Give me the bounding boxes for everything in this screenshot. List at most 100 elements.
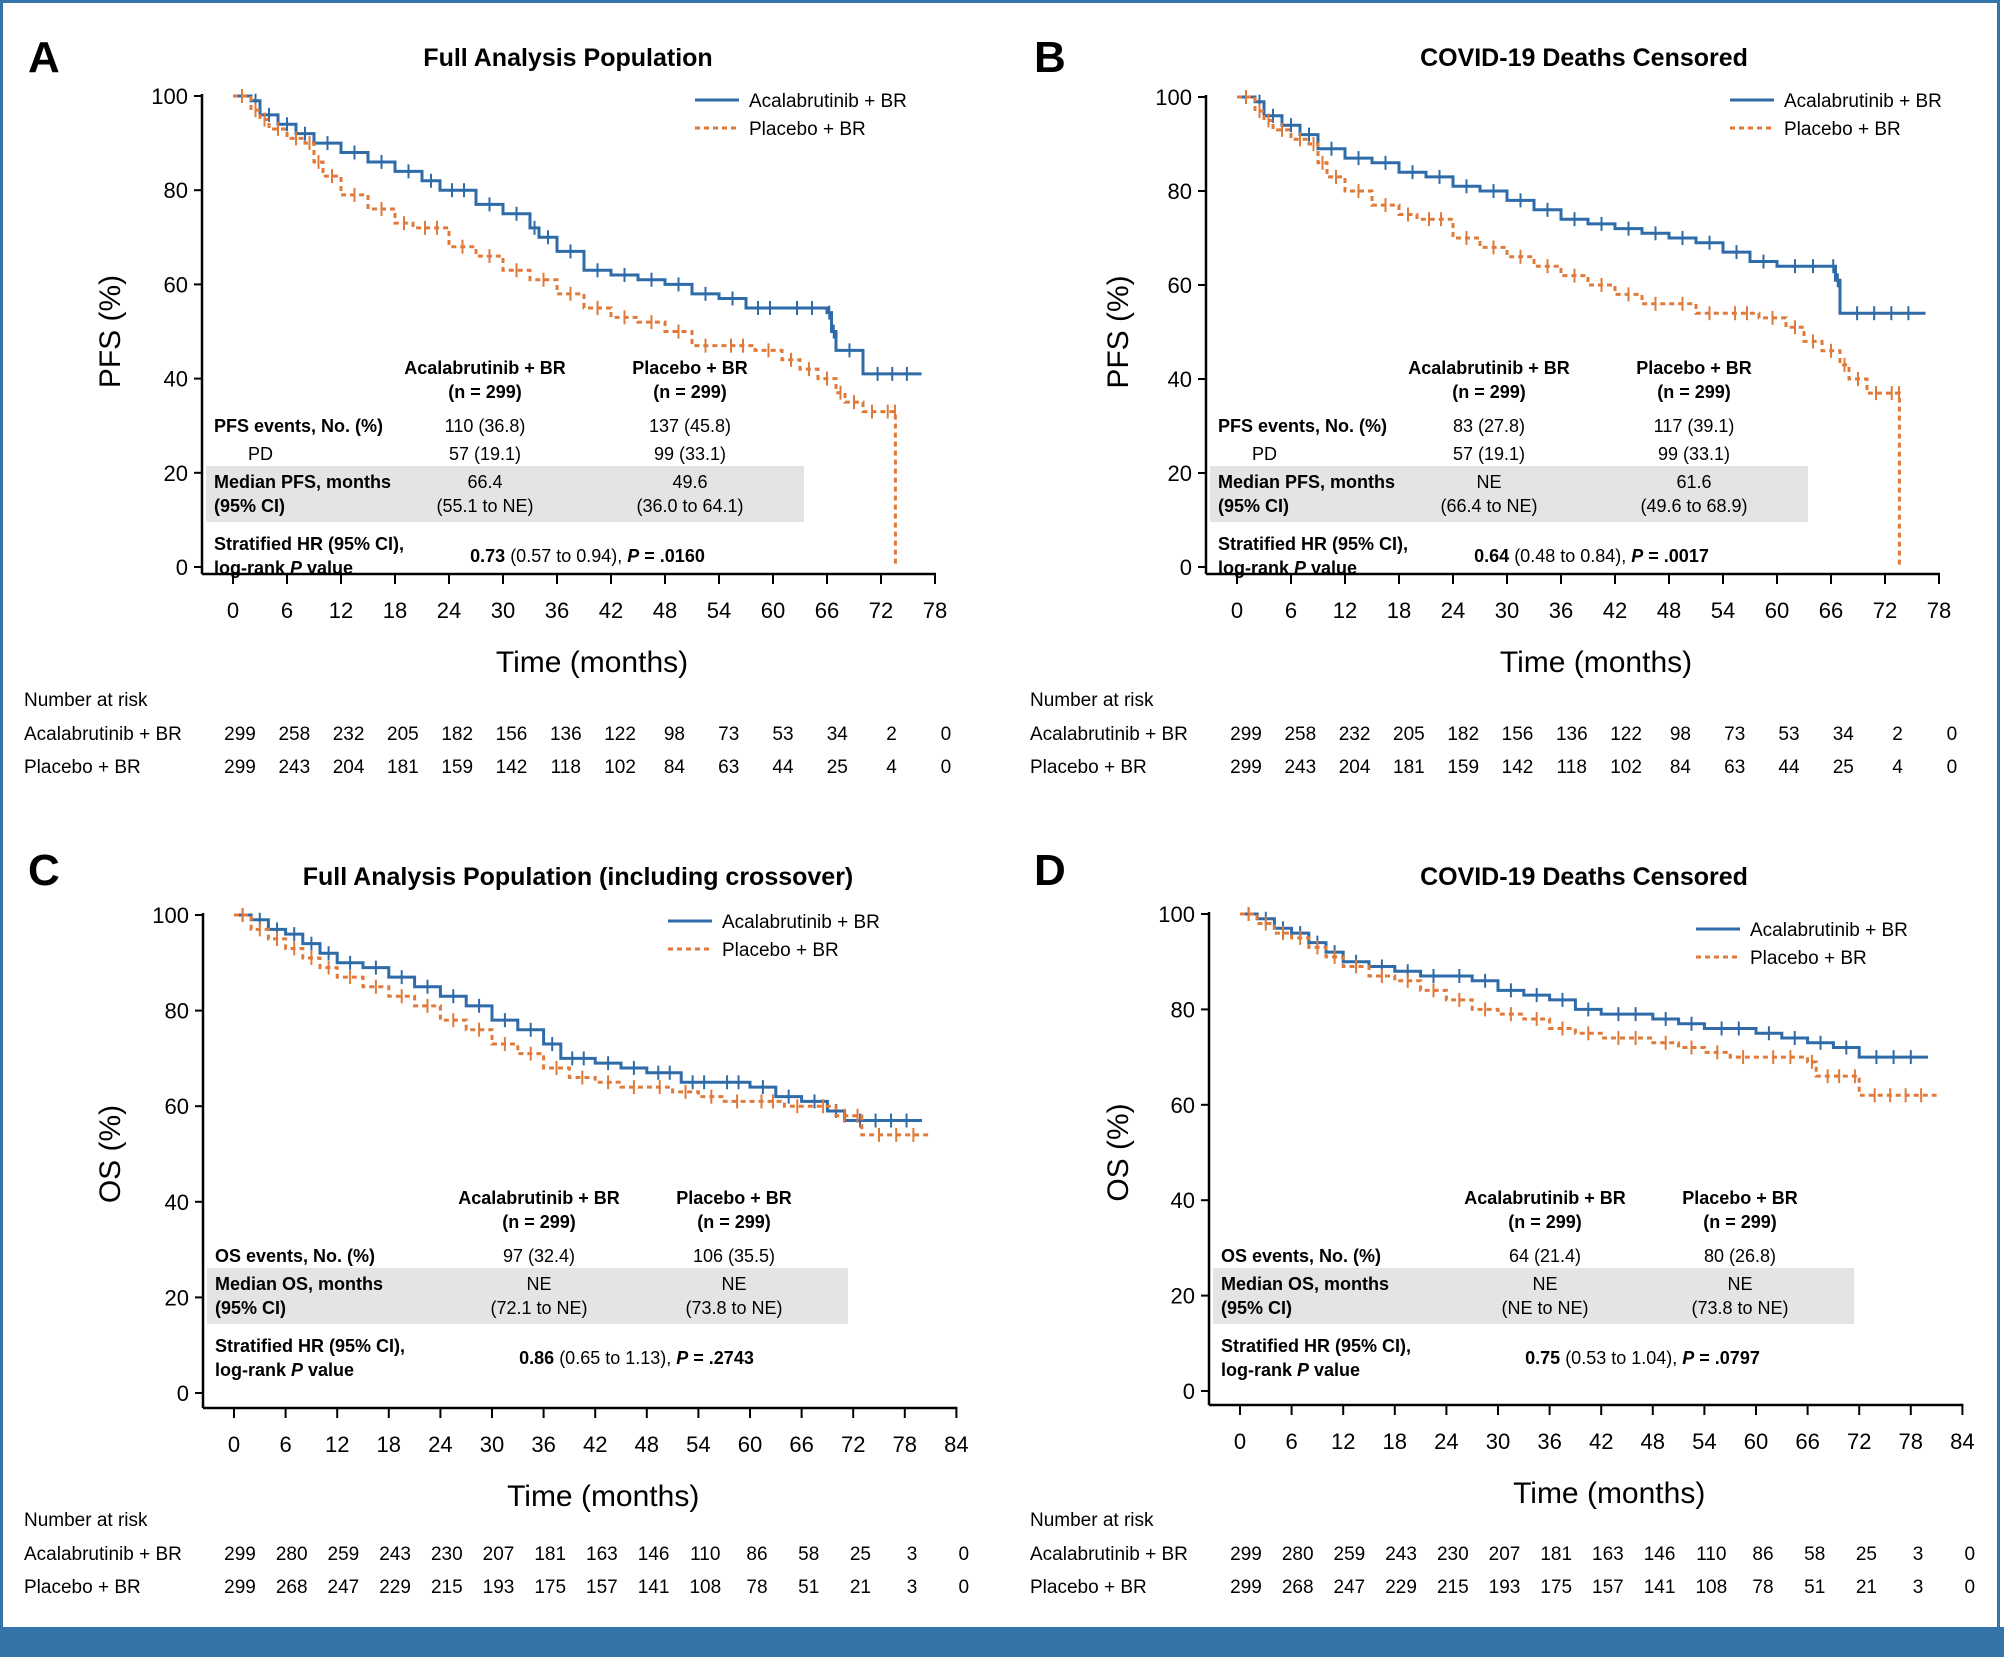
number-at-risk-row-label: Acalabrutinib + BR — [1030, 724, 1188, 745]
number-at-risk-value: 243 — [379, 1544, 411, 1565]
hr-label: Stratified HR (95% CI), — [214, 534, 404, 554]
hr-label-2-italic: P — [291, 1360, 304, 1380]
number-at-risk-value: 0 — [941, 757, 952, 778]
table-cell: (49.6 to 68.9) — [1640, 496, 1747, 516]
table-cell: (36.0 to 64.1) — [636, 496, 743, 516]
number-at-risk-value: 193 — [1489, 1577, 1521, 1598]
table-row-shade — [1213, 1268, 1854, 1324]
legend-label: Placebo + BR — [1750, 948, 1867, 969]
hr-estimate: 0.75 — [1525, 1348, 1560, 1368]
table-cell: 57 (19.1) — [1453, 444, 1525, 464]
y-tick-label: 0 — [177, 1381, 189, 1406]
table-header: Placebo + BR — [676, 1188, 792, 1208]
table-cell: (73.8 to NE) — [1691, 1298, 1788, 1318]
number-at-risk-value: 0 — [959, 1577, 970, 1598]
hr-p-value: = .0797 — [1694, 1348, 1760, 1368]
table-cell: 97 (32.4) — [503, 1246, 575, 1266]
table-cell: 64 (21.4) — [1509, 1246, 1581, 1266]
x-tick-label: 78 — [1899, 1429, 1923, 1454]
x-tick-label: 54 — [707, 598, 731, 623]
x-tick-label: 12 — [1331, 1429, 1355, 1454]
hr-label-2: log-rank P value — [214, 558, 353, 578]
summary-table: Acalabrutinib + BR Placebo + BR (n = 299) (… — [1210, 358, 1808, 578]
number-at-risk-value: 0 — [941, 724, 952, 745]
number-at-risk-value: 3 — [1913, 1544, 1924, 1565]
number-at-risk-value: 136 — [550, 724, 582, 745]
number-at-risk-value: 207 — [1489, 1544, 1521, 1565]
legend: Acalabrutinib + BR Placebo + BR — [695, 91, 907, 140]
number-at-risk-value: 21 — [850, 1577, 871, 1598]
number-at-risk-value: 299 — [1230, 724, 1262, 745]
x-tick-label: 30 — [1486, 1429, 1510, 1454]
number-at-risk-value: 247 — [1334, 1577, 1366, 1598]
hr-estimate: 0.86 — [519, 1348, 554, 1368]
number-at-risk-value: 3 — [1913, 1577, 1924, 1598]
x-axis-label: Time (months) — [496, 646, 688, 679]
number-at-risk-value: 141 — [1644, 1577, 1676, 1598]
table-header: Acalabrutinib + BR — [404, 358, 566, 378]
summary-table: Acalabrutinib + BR Placebo + BR (n = 299) (… — [1213, 1188, 1854, 1380]
number-at-risk-value: 146 — [638, 1544, 670, 1565]
table-cell: NE — [1532, 1274, 1557, 1294]
number-at-risk-value: 108 — [689, 1577, 721, 1598]
chart-title: COVID-19 Deaths Censored — [1420, 863, 1748, 891]
number-at-risk-row-label: Placebo + BR — [1030, 1577, 1147, 1598]
hr-p-value: = .2743 — [688, 1348, 754, 1368]
number-at-risk-value: 247 — [328, 1577, 360, 1598]
hr-value: 0.73 (0.57 to 0.94), P = .0160 — [470, 546, 705, 566]
y-tick-label: 40 — [165, 1190, 189, 1215]
x-tick-label: 60 — [738, 1432, 762, 1457]
km-curve-acalabrutinib — [1237, 95, 1926, 315]
number-at-risk-value: 156 — [496, 724, 528, 745]
x-tick-label: 60 — [1765, 598, 1789, 623]
panel-c: C Full Analysis Population (including cro… — [24, 846, 969, 1598]
x-tick-label: 78 — [1927, 598, 1951, 623]
x-tick-label: 66 — [789, 1432, 813, 1457]
x-tick-label: 24 — [437, 598, 461, 623]
y-tick-label: 60 — [1168, 273, 1192, 298]
number-at-risk-value: 110 — [1696, 1544, 1726, 1565]
legend-label: Acalabrutinib + BR — [1750, 920, 1908, 941]
y-tick-label: 80 — [1168, 179, 1192, 204]
x-tick-label: 84 — [1950, 1429, 1974, 1454]
number-at-risk-value: 182 — [441, 724, 473, 745]
table-header: Placebo + BR — [632, 358, 748, 378]
x-tick-label: 48 — [1641, 1429, 1665, 1454]
y-tick-label: 80 — [1171, 997, 1195, 1022]
hr-p-label: P — [1631, 546, 1644, 566]
number-at-risk-value: 122 — [604, 724, 636, 745]
hr-ci: (0.53 to 1.04), — [1560, 1348, 1682, 1368]
number-at-risk-value: 268 — [276, 1577, 308, 1598]
table-cell: 83 (27.8) — [1453, 416, 1525, 436]
x-tick-label: 54 — [1711, 598, 1735, 623]
table-cell: 66.4 — [467, 472, 502, 492]
table-cell: 117 (39.1) — [1654, 416, 1735, 436]
x-tick-label: 42 — [1603, 598, 1627, 623]
x-tick-label: 72 — [1847, 1429, 1871, 1454]
number-at-risk-value: 299 — [224, 724, 256, 745]
y-tick-label: 100 — [151, 84, 188, 109]
number-at-risk-value: 108 — [1695, 1577, 1727, 1598]
number-at-risk-value: 157 — [586, 1577, 618, 1598]
number-at-risk-value: 21 — [1856, 1577, 1877, 1598]
table-row-label: Median PFS, months — [1218, 472, 1395, 492]
summary-table: Acalabrutinib + BR Placebo + BR (n = 299) (… — [207, 1188, 848, 1380]
x-tick-label: 54 — [686, 1432, 710, 1457]
number-at-risk-value: 86 — [1752, 1544, 1773, 1565]
number-at-risk-value: 53 — [1778, 724, 1799, 745]
table-header: Acalabrutinib + BR — [1408, 358, 1570, 378]
table-cell: 99 (33.1) — [654, 444, 726, 464]
y-tick-label: 100 — [152, 903, 189, 928]
legend-label: Placebo + BR — [1784, 119, 1901, 140]
panel-b: B COVID-19 Deaths Censored020406080100PFS… — [1030, 33, 1957, 778]
number-at-risk-value: 159 — [1447, 757, 1479, 778]
number-at-risk-value: 4 — [1892, 757, 1903, 778]
y-tick-label: 80 — [165, 999, 189, 1024]
hr-p-value: = .0160 — [639, 546, 705, 566]
number-at-risk-value: 58 — [798, 1544, 819, 1565]
table-header: Placebo + BR — [1636, 358, 1752, 378]
number-at-risk-value: 73 — [718, 724, 739, 745]
hr-label-2: log-rank P value — [215, 1360, 354, 1380]
figure-frame — [0, 0, 2000, 1627]
